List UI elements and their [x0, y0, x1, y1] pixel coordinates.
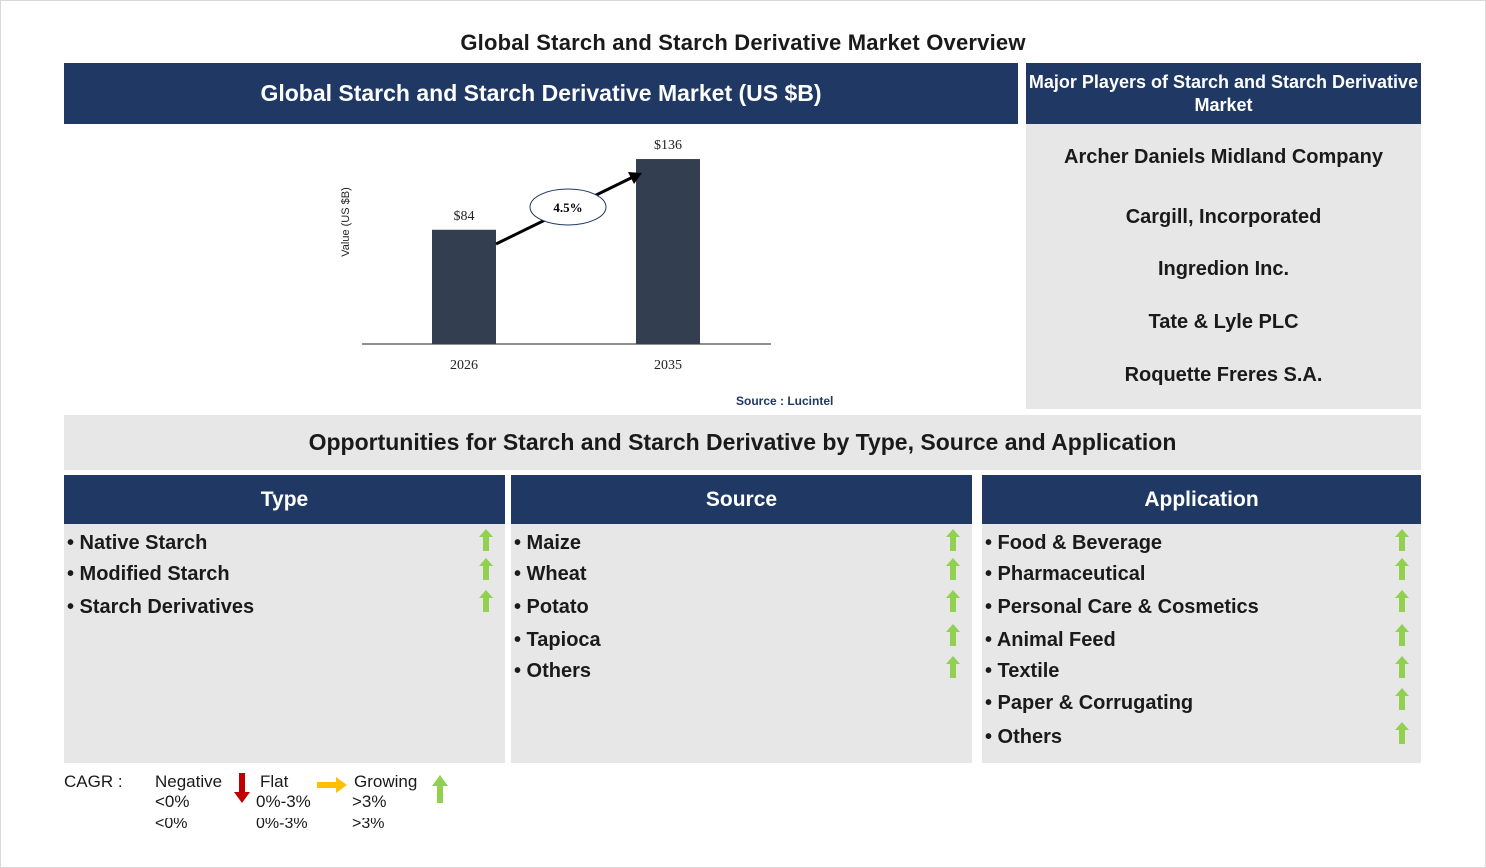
type-column-header: Type — [64, 475, 505, 524]
market-bar-chart: Value (US $B) $84 2026 $136 2035 4.5% — [340, 140, 771, 373]
legend-flat-range: 0%-3% — [256, 792, 311, 811]
cagr-arrow-head-icon — [628, 172, 642, 184]
legend-flat-label: Flat — [260, 772, 289, 791]
application-item: • Paper & Corrugating — [985, 692, 1194, 714]
application-column-body: • Food & Beverage • Pharmaceutical • Per… — [982, 524, 1421, 763]
cagr-bubble — [529, 188, 607, 226]
green-up-arrow-icon — [1395, 656, 1409, 678]
legend-growing-label: Growing — [354, 772, 418, 791]
type-item: • Modified Starch — [67, 563, 230, 585]
yellow-right-arrow-icon — [317, 777, 347, 793]
bar-value-label: $136 — [654, 140, 682, 153]
source-item: • Wheat — [514, 563, 587, 585]
application-item: • Food & Beverage — [985, 532, 1163, 554]
legend-growing-range-clipped: >3% — [352, 818, 385, 830]
application-column-header: Application — [982, 475, 1421, 524]
players-panel: Archer Daniels Midland Company Cargill, … — [1026, 124, 1421, 409]
green-up-arrow-icon — [1395, 624, 1409, 646]
green-up-arrow-icon — [946, 590, 960, 612]
green-up-arrow-icon — [479, 529, 493, 551]
green-up-arrow-icon — [946, 656, 960, 678]
green-up-arrow-icon — [1395, 590, 1409, 612]
application-item: • Textile — [985, 660, 1060, 682]
player-item: Tate & Lyle PLC — [1148, 311, 1299, 333]
players-header: Major Players of Starch and Starch Deriv… — [1026, 63, 1421, 124]
source-column-body: • Maize • Wheat • Potato • Tapioca • Oth… — [511, 524, 972, 763]
legend-flat-range-clipped: 0%-3% — [256, 818, 308, 830]
legend-negative-range-clipped: <0% — [155, 818, 188, 830]
green-up-arrow-icon — [1395, 558, 1409, 580]
cagr-value: 4.5% — [553, 200, 582, 215]
green-up-arrow-icon — [479, 558, 493, 580]
green-up-arrow-icon — [946, 624, 960, 646]
source-column-header: Source — [511, 475, 972, 524]
type-item: • Native Starch — [67, 532, 208, 554]
red-down-arrow-icon — [234, 773, 250, 803]
player-item: Archer Daniels Midland Company — [1064, 146, 1383, 168]
type-item: • Starch Derivatives — [67, 596, 255, 618]
source-item: • Tapioca — [514, 629, 601, 651]
application-item: • Personal Care & Cosmetics — [985, 596, 1259, 618]
green-up-arrow-icon — [479, 590, 493, 612]
type-column-body: • Native Starch • Modified Starch • Star… — [64, 524, 505, 763]
bar-2026 — [432, 229, 496, 344]
green-up-arrow-icon — [1395, 529, 1409, 551]
player-item: Cargill, Incorporated — [1125, 206, 1322, 228]
chart-source: Source : Lucintel — [736, 394, 834, 408]
green-up-arrow-icon — [1395, 688, 1409, 710]
x-tick-label: 2035 — [654, 358, 682, 373]
market-chart-header: Global Starch and Starch Derivative Mark… — [64, 63, 1018, 124]
green-up-arrow-icon — [1395, 722, 1409, 744]
application-item: • Others — [985, 726, 1063, 748]
source-item: • Maize — [514, 532, 582, 554]
x-tick-label: 2026 — [450, 358, 478, 373]
y-axis-label: Value (US $B) — [340, 187, 352, 257]
application-item: • Animal Feed — [985, 629, 1116, 651]
cagr-annotation: 4.5% — [495, 172, 642, 246]
source-item: • Potato — [514, 596, 589, 618]
opportunities-banner: Opportunities for Starch and Starch Deri… — [64, 415, 1421, 470]
green-up-arrow-icon — [946, 558, 960, 580]
player-item: Ingredion Inc. — [1157, 258, 1290, 280]
legend-negative-range: <0% — [155, 792, 190, 811]
green-up-arrow-icon — [432, 775, 448, 803]
legend-growing-range: >3% — [352, 792, 387, 811]
page-title: Global Starch and Starch Derivative Mark… — [460, 30, 1026, 55]
bar-2035 — [636, 159, 700, 344]
legend-cagr-label: CAGR : — [64, 772, 123, 791]
source-item: • Others — [514, 660, 592, 682]
legend-negative-label: Negative — [155, 772, 223, 791]
application-item: • Pharmaceutical — [985, 563, 1146, 585]
bar-value-label: $84 — [454, 209, 475, 224]
green-up-arrow-icon — [946, 529, 960, 551]
player-item: Roquette Freres S.A. — [1124, 364, 1323, 386]
